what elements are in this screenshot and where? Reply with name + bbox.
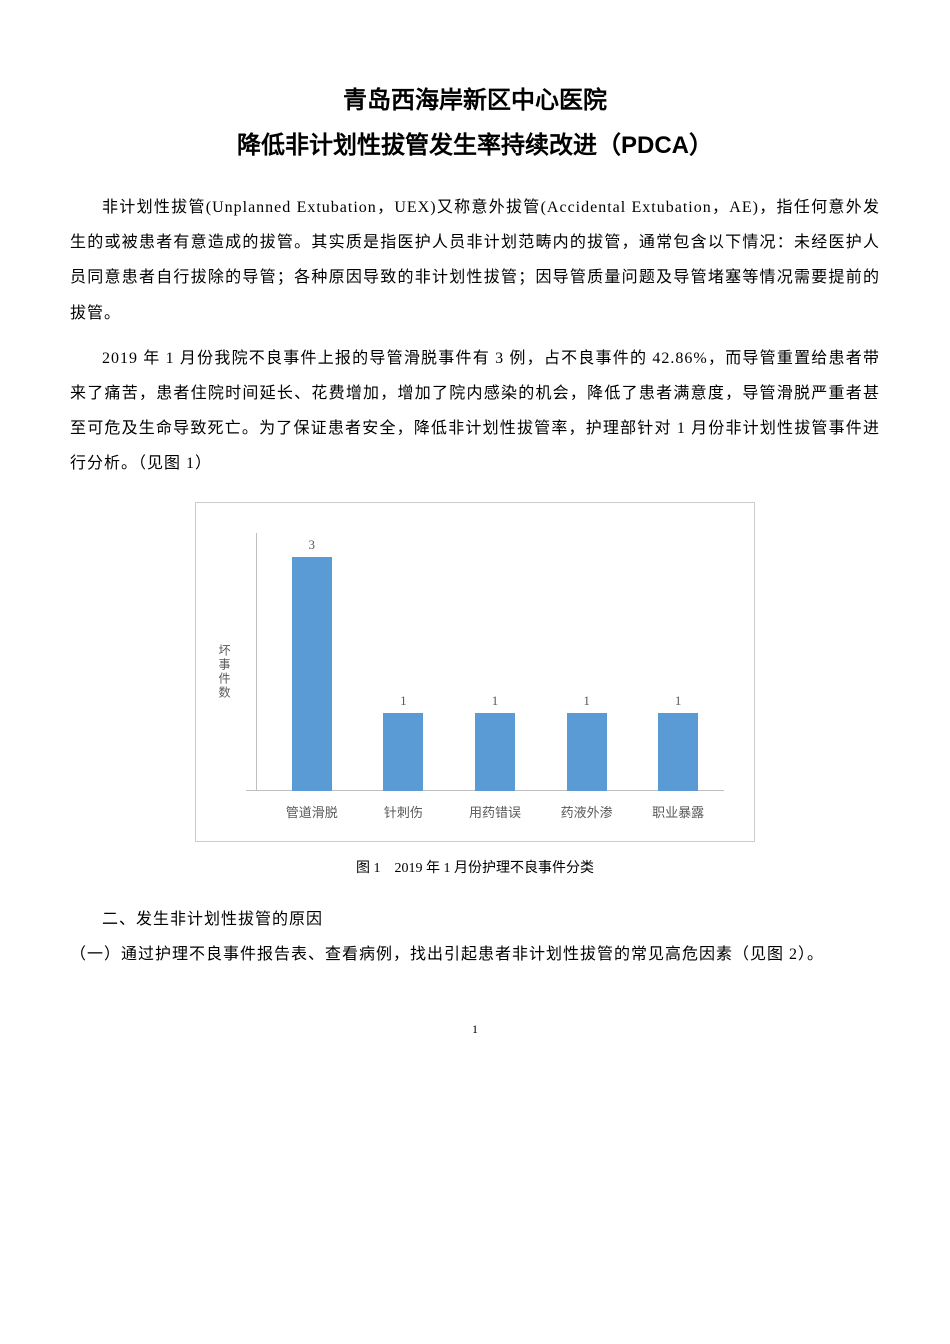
- x-axis-labels: 管道滑脱针刺伤用药错误药液外渗职业暴露: [266, 802, 724, 821]
- bar-value-label: 1: [400, 693, 407, 709]
- x-axis-category-label: 药液外渗: [541, 802, 633, 821]
- bar: [292, 557, 332, 791]
- intro-paragraph-1: 非计划性拔管(Unplanned Extubation，UEX)又称意外拔管(A…: [70, 190, 880, 331]
- x-axis-category-label: 管道滑脱: [266, 802, 358, 821]
- section-2-heading: 二、发生非计划性拔管的原因: [70, 902, 880, 937]
- bar-value-label: 1: [675, 693, 682, 709]
- bar: [567, 713, 607, 791]
- bar-wrapper: 1: [541, 693, 633, 791]
- section-2-sub-1: （一）通过护理不良事件报告表、查看病例，找出引起患者非计划性拔管的常见高危因素（…: [70, 937, 880, 972]
- bar-chart-figure-1: 坏事件数 3 1 1 1 1 管道滑脱针刺伤用药错误药液外渗职业暴露: [195, 502, 755, 842]
- bar-value-label: 1: [583, 693, 590, 709]
- hospital-title: 青岛西海岸新区中心医院: [70, 80, 880, 115]
- x-axis-category-label: 针刺伤: [358, 802, 450, 821]
- bar-wrapper: 3: [266, 537, 358, 791]
- page-number: 1: [70, 1022, 880, 1037]
- bar-wrapper: 1: [358, 693, 450, 791]
- bar: [475, 713, 515, 791]
- figure-1-caption: 图 1 2019 年 1 月份护理不良事件分类: [70, 857, 880, 877]
- intro-paragraph-2: 2019 年 1 月份我院不良事件上报的导管滑脱事件有 3 例，占不良事件的 4…: [70, 341, 880, 482]
- bar-wrapper: 1: [632, 693, 724, 791]
- bar-group: 3 1 1 1 1: [266, 531, 724, 791]
- bar: [383, 713, 423, 791]
- y-axis-label: 坏事件数: [216, 644, 233, 700]
- bar: [658, 713, 698, 791]
- bar-wrapper: 1: [449, 693, 541, 791]
- document-subtitle: 降低非计划性拔管发生率持续改进（PDCA）: [70, 125, 880, 160]
- bar-value-label: 3: [309, 537, 316, 553]
- x-axis-category-label: 职业暴露: [632, 802, 724, 821]
- bar-value-label: 1: [492, 693, 499, 709]
- y-axis-line: [256, 533, 257, 791]
- x-axis-category-label: 用药错误: [449, 802, 541, 821]
